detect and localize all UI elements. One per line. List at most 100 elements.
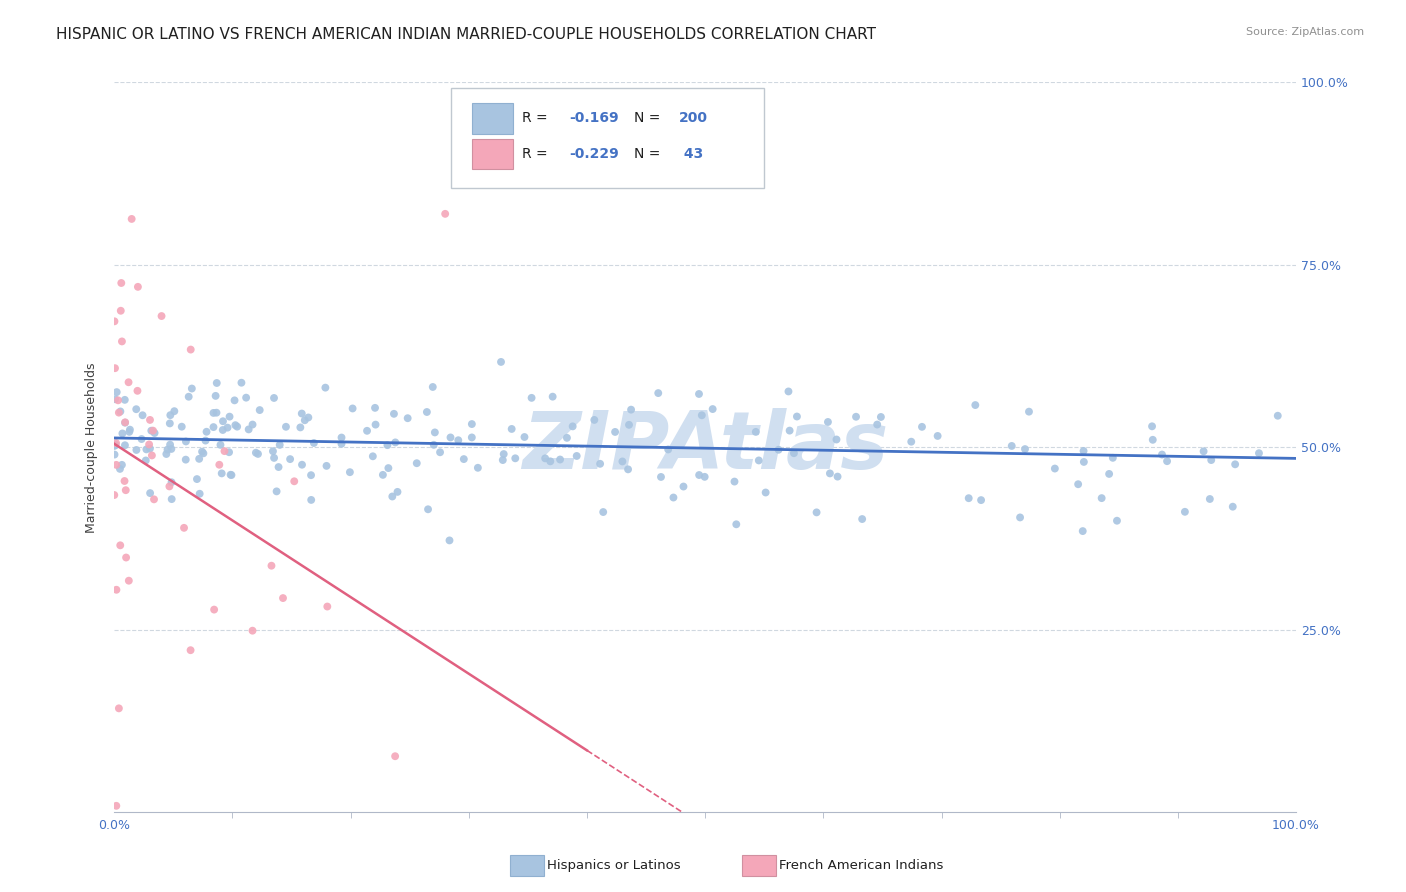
- Point: [416, 405, 439, 419]
- Point: [377, 461, 399, 475]
- Point: [103, 439, 125, 453]
- FancyBboxPatch shape: [472, 103, 513, 134]
- Text: R =: R =: [522, 147, 553, 161]
- Point: [817, 415, 839, 429]
- Point: [870, 409, 893, 424]
- Point: [103, 448, 125, 462]
- Point: [117, 376, 139, 390]
- Point: [195, 425, 218, 439]
- Point: [111, 334, 134, 349]
- Point: [492, 447, 515, 461]
- Point: [396, 411, 419, 425]
- Point: [160, 492, 183, 507]
- FancyBboxPatch shape: [451, 87, 765, 188]
- Point: [111, 426, 134, 441]
- Point: [845, 409, 868, 424]
- Point: [314, 381, 336, 395]
- Point: [1222, 500, 1244, 514]
- Point: [489, 355, 512, 369]
- Point: [156, 442, 179, 457]
- Point: [135, 453, 157, 467]
- Point: [212, 414, 235, 428]
- Point: [104, 392, 127, 407]
- Point: [1073, 455, 1095, 469]
- Point: [387, 484, 409, 499]
- Point: [316, 599, 339, 614]
- Point: [205, 406, 228, 420]
- Point: [911, 420, 934, 434]
- Point: [501, 422, 523, 436]
- Point: [108, 701, 131, 715]
- Point: [224, 418, 246, 433]
- Point: [548, 452, 571, 467]
- Point: [139, 442, 162, 456]
- Point: [755, 485, 778, 500]
- Point: [269, 438, 291, 452]
- Point: [371, 467, 394, 482]
- Text: -0.169: -0.169: [569, 112, 619, 125]
- Text: ZIPAtlas: ZIPAtlas: [522, 409, 889, 486]
- Point: [242, 624, 264, 638]
- Point: [1018, 405, 1040, 419]
- Point: [138, 437, 160, 451]
- Point: [174, 452, 197, 467]
- Y-axis label: Married-couple Households: Married-couple Households: [86, 362, 98, 533]
- Point: [1067, 477, 1090, 491]
- Point: [218, 445, 240, 459]
- Point: [381, 490, 404, 504]
- Point: [416, 502, 439, 516]
- Point: [104, 438, 127, 452]
- Point: [180, 343, 202, 357]
- Point: [141, 449, 163, 463]
- Point: [423, 438, 446, 452]
- Point: [103, 314, 125, 328]
- Point: [159, 408, 181, 422]
- Point: [188, 487, 211, 501]
- Point: [180, 643, 202, 657]
- Point: [127, 280, 149, 294]
- Point: [118, 423, 141, 437]
- Point: [1247, 446, 1270, 460]
- Point: [204, 389, 226, 403]
- Point: [139, 413, 162, 427]
- Point: [1101, 450, 1123, 465]
- Point: [779, 424, 801, 438]
- Point: [657, 442, 679, 457]
- Point: [104, 361, 127, 376]
- Point: [356, 424, 378, 438]
- Point: [1192, 444, 1215, 458]
- Point: [114, 438, 136, 452]
- Point: [283, 475, 305, 489]
- Point: [205, 376, 228, 390]
- Point: [291, 407, 314, 421]
- Point: [267, 460, 290, 475]
- Point: [231, 376, 253, 390]
- Point: [105, 582, 128, 597]
- Point: [970, 493, 993, 508]
- Point: [159, 417, 181, 431]
- Point: [565, 449, 588, 463]
- Point: [1071, 524, 1094, 538]
- Text: HISPANIC OR LATINO VS FRENCH AMERICAN INDIAN MARRIED-COUPLE HOUSEHOLDS CORRELATI: HISPANIC OR LATINO VS FRENCH AMERICAN IN…: [56, 27, 876, 42]
- Point: [1174, 505, 1197, 519]
- Point: [135, 442, 157, 457]
- Point: [177, 390, 200, 404]
- Point: [159, 438, 181, 452]
- Point: [108, 462, 131, 476]
- Point: [217, 420, 239, 434]
- Point: [118, 425, 141, 439]
- Text: 43: 43: [679, 147, 703, 161]
- Point: [851, 512, 873, 526]
- Point: [209, 438, 232, 452]
- Point: [342, 401, 364, 416]
- Text: N =: N =: [634, 112, 665, 125]
- Point: [157, 479, 180, 493]
- Point: [725, 517, 748, 532]
- Point: [900, 434, 922, 449]
- Point: [612, 454, 634, 468]
- Point: [662, 491, 685, 505]
- Point: [647, 386, 669, 401]
- Point: [693, 470, 716, 484]
- Point: [245, 446, 267, 460]
- Point: [115, 550, 138, 565]
